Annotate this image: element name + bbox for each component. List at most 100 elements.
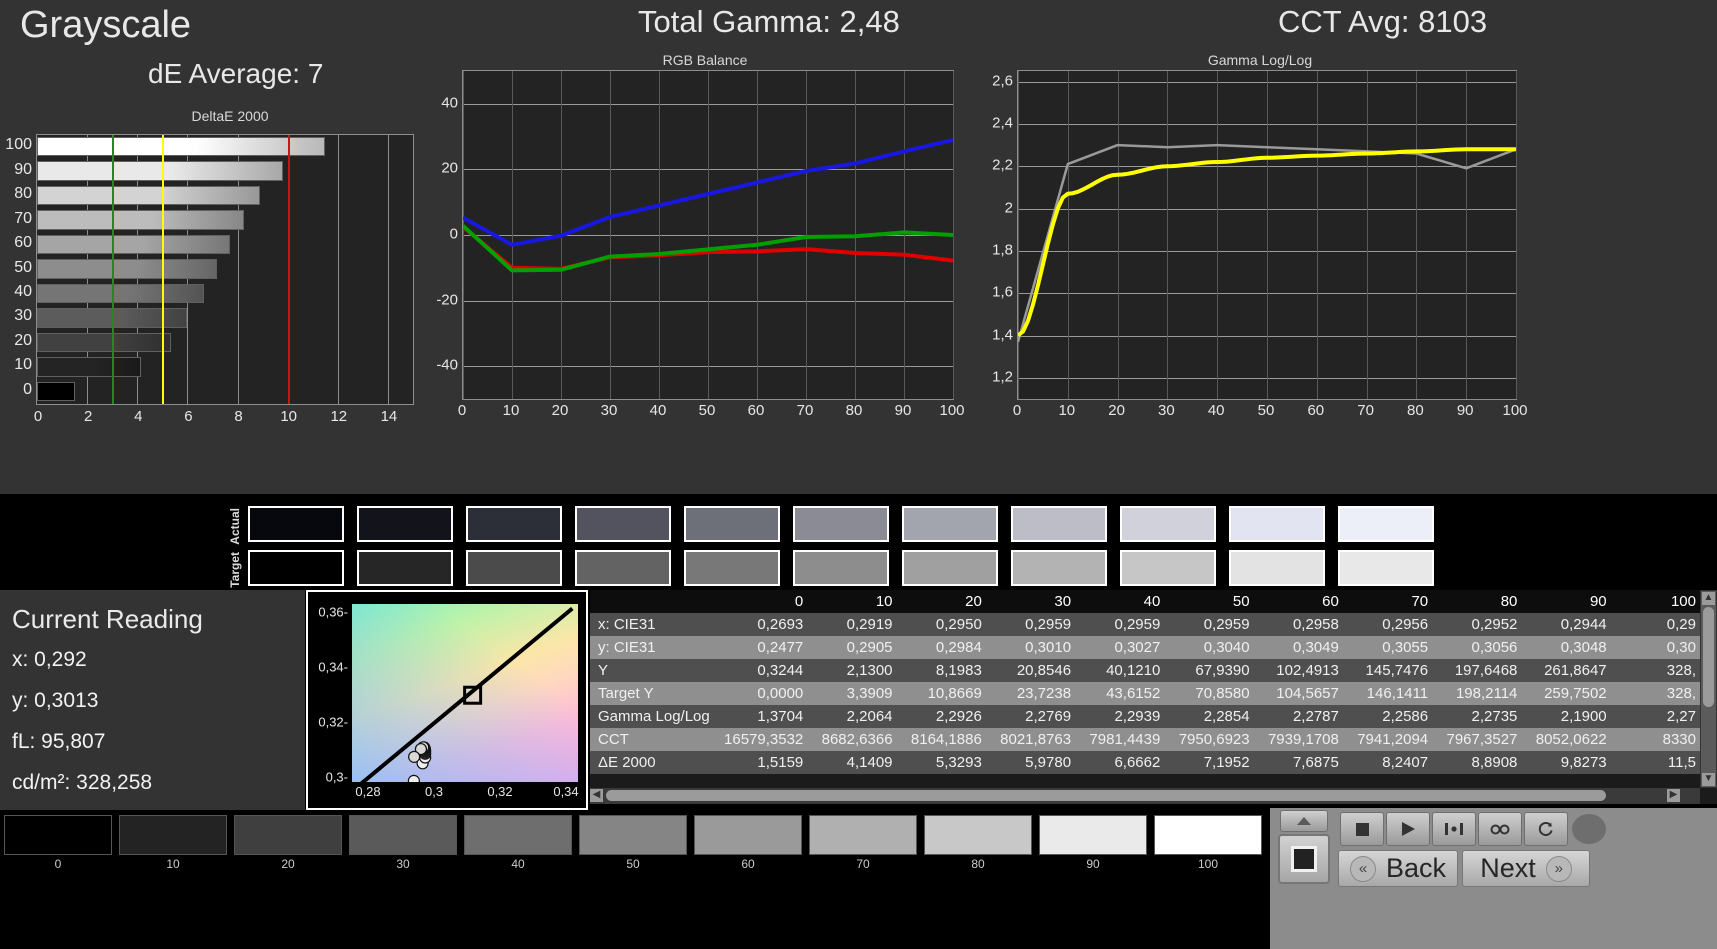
swatch-patch[interactable] bbox=[464, 815, 572, 855]
swatch-patch[interactable] bbox=[1039, 815, 1147, 855]
range-button[interactable] bbox=[1432, 812, 1476, 846]
gamma-gridline-v bbox=[1267, 71, 1268, 399]
deltae-bar bbox=[37, 210, 244, 230]
table-row[interactable]: CCT 16579,3532 8682,6366 8164,1886 8021,8763… bbox=[590, 728, 1700, 751]
table-row[interactable]: Y 0,3244 2,1300 8,1983 20,8546 40,1210 67,9390… bbox=[590, 659, 1700, 682]
swatch-patch[interactable] bbox=[694, 815, 802, 855]
cie-y-tick: 0,36- bbox=[318, 604, 348, 620]
deltae-bar bbox=[37, 137, 326, 157]
total-gamma-readout: Total Gamma: 2,48 bbox=[638, 4, 900, 39]
rgb-x-tick: 90 bbox=[894, 402, 912, 419]
stop-button[interactable] bbox=[1340, 812, 1384, 846]
measurements-table[interactable]: 0 10 20 30 40 50 60 70 80 90 100 x: CIE31 0,2693 0,29… bbox=[590, 590, 1717, 804]
table-cell: 7967,3527 bbox=[1432, 728, 1522, 751]
table-horizontal-scrollbar[interactable]: ◀ ▶ bbox=[590, 788, 1700, 804]
table-row-label: Y bbox=[590, 659, 718, 682]
swatch-patch[interactable] bbox=[809, 815, 917, 855]
actual-patch bbox=[1011, 506, 1107, 542]
rgb-x-tick: 60 bbox=[747, 402, 765, 419]
deltae-y-tick: 60 bbox=[14, 234, 32, 252]
table-cell: 197,6468 bbox=[1432, 659, 1522, 682]
deltae-y-tick: 10 bbox=[14, 356, 32, 374]
swatch-patch[interactable] bbox=[579, 815, 687, 855]
actual-patch bbox=[1338, 506, 1434, 542]
next-button[interactable]: Next » bbox=[1462, 850, 1590, 887]
gamma-x-tick: 80 bbox=[1407, 402, 1424, 419]
actual-patch bbox=[466, 506, 562, 542]
table-cell: 40,1210 bbox=[1075, 659, 1165, 682]
target-patch-button[interactable] bbox=[1278, 834, 1330, 884]
table-cell: 145,7476 bbox=[1342, 659, 1433, 682]
rgb-gridline-v bbox=[757, 71, 758, 399]
gamma-y-tick: 1,4 bbox=[992, 326, 1013, 344]
table-column-header: 70 bbox=[1342, 590, 1433, 613]
next-chevron-icon: » bbox=[1545, 855, 1572, 882]
cie-chromaticity-chart[interactable]: 0,36- 0,34- 0,32- 0,3- 0,28 0,3 0,32 0,34 bbox=[306, 590, 588, 810]
swatch-level-label: 100 bbox=[1197, 857, 1219, 871]
rgb-x-tick: 30 bbox=[600, 402, 618, 419]
table-cell: 0,2984 bbox=[896, 636, 986, 659]
cie-y-axis-labels: 0,36- 0,34- 0,32- 0,3- bbox=[308, 604, 348, 785]
table-cell: 11,5 bbox=[1610, 751, 1700, 774]
gamma-gridline-v bbox=[1316, 71, 1318, 399]
swatch-patch[interactable] bbox=[349, 815, 457, 855]
table-cell: 0,2919 bbox=[807, 613, 897, 636]
back-button[interactable]: « Back bbox=[1338, 850, 1458, 887]
table-hscroll-thumb[interactable] bbox=[606, 790, 1606, 801]
gamma-y-tick: 2,6 bbox=[992, 72, 1013, 90]
deltae-gridline bbox=[337, 135, 339, 404]
cie-x-tick: 0,34 bbox=[553, 784, 579, 799]
swatch-level-label: 90 bbox=[1086, 857, 1100, 871]
cie-x-tick: 0,3 bbox=[424, 784, 444, 799]
rgb-gridline-v bbox=[610, 71, 611, 399]
rgb-x-tick: 40 bbox=[649, 402, 667, 419]
swatch-patch[interactable] bbox=[119, 815, 227, 855]
table-row[interactable]: y: CIE31 0,2477 0,2905 0,2984 0,3010 0,3027 0,… bbox=[590, 636, 1700, 659]
actual-patch bbox=[575, 506, 671, 542]
cie-y-tick: 0,3- bbox=[325, 769, 348, 785]
target-patch-icon bbox=[1291, 846, 1317, 872]
table-cell: 8682,6366 bbox=[807, 728, 897, 751]
target-patch bbox=[1229, 550, 1325, 586]
continuous-button[interactable] bbox=[1478, 812, 1522, 846]
scroll-right-arrow[interactable]: ▶ bbox=[1667, 789, 1680, 802]
target-patch bbox=[1011, 550, 1107, 586]
gamma-x-tick: 60 bbox=[1307, 402, 1325, 419]
table-row[interactable]: Gamma Log/Log 1,3704 2,2064 2,2926 2,2769 2,2… bbox=[590, 705, 1700, 728]
table-cell: 0,0000 bbox=[718, 682, 808, 705]
swatch-patch[interactable] bbox=[924, 815, 1032, 855]
play-button[interactable] bbox=[1386, 812, 1430, 846]
scroll-up-arrow[interactable]: ▲ bbox=[1702, 592, 1715, 605]
swatch-patch[interactable] bbox=[4, 815, 112, 855]
cie-x-axis-labels: 0,28 0,3 0,32 0,34 bbox=[352, 784, 578, 804]
measurements-table-body: 0 10 20 30 40 50 60 70 80 90 100 x: CIE31 0,2693 0,29… bbox=[590, 590, 1700, 774]
table-row[interactable]: Target Y 0,0000 3,3909 10,8669 23,7238 43,615… bbox=[590, 682, 1700, 705]
target-patch bbox=[466, 550, 562, 586]
table-cell: 1,5159 bbox=[718, 751, 808, 774]
swatch-patch[interactable] bbox=[1154, 815, 1262, 855]
deltae-x-tick: 2 bbox=[83, 408, 93, 425]
cie-y-tick: 0,32- bbox=[318, 714, 348, 730]
table-cell: 2,2926 bbox=[896, 705, 986, 728]
gamma-gridline-v bbox=[1366, 71, 1368, 399]
table-column-header: 0 bbox=[718, 590, 808, 613]
target-patch bbox=[902, 550, 998, 586]
table-cell: 43,6152 bbox=[1075, 682, 1165, 705]
refresh-button[interactable] bbox=[1524, 812, 1568, 846]
table-cell: 0,2959 bbox=[985, 613, 1076, 636]
table-row[interactable]: ΔE 2000 1,5159 4,1409 5,3293 5,9780 6,6662 7,1… bbox=[590, 751, 1700, 774]
scroll-down-arrow[interactable]: ▼ bbox=[1702, 773, 1715, 786]
deltae-green-threshold bbox=[112, 135, 115, 404]
rgb-y-tick: 0 bbox=[449, 225, 458, 243]
table-scroll-thumb[interactable] bbox=[1703, 607, 1714, 707]
cie-x-tick: 0,32 bbox=[487, 784, 513, 799]
chevron-up-icon[interactable] bbox=[1280, 810, 1328, 832]
swatch-patch[interactable] bbox=[234, 815, 342, 855]
table-row[interactable]: x: CIE31 0,2693 0,2919 0,2950 0,2959 0,2959 0,… bbox=[590, 613, 1700, 636]
actual-patch bbox=[248, 506, 344, 542]
current-reading-title: Current Reading bbox=[12, 604, 203, 634]
deltae-x-tick: 14 bbox=[380, 408, 398, 425]
table-vertical-scrollbar[interactable]: ▲ ▼ bbox=[1700, 590, 1717, 788]
scroll-left-arrow[interactable]: ◀ bbox=[590, 789, 603, 802]
